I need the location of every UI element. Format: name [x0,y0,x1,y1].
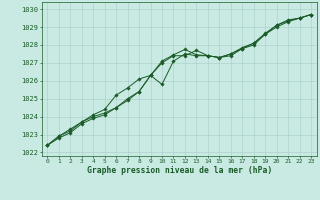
X-axis label: Graphe pression niveau de la mer (hPa): Graphe pression niveau de la mer (hPa) [87,166,272,175]
